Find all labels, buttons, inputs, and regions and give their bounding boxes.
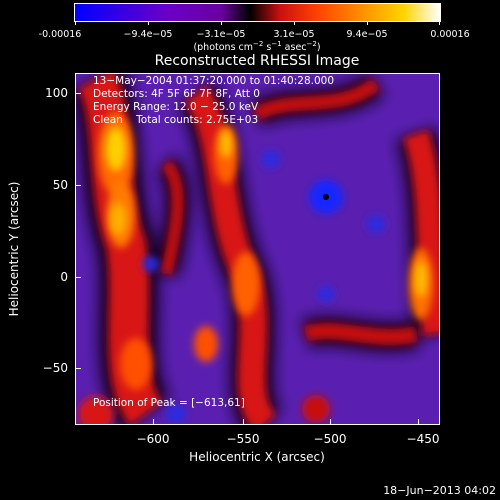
info-method-counts: Clean Total counts: 2.75E+03 [93, 114, 259, 126]
x-tick [243, 419, 244, 425]
x-tick-label: −450 [406, 432, 440, 446]
colorbar-tickmark [148, 21, 149, 25]
peak-layer [106, 127, 427, 297]
y-tick [75, 368, 81, 369]
colorbar [74, 3, 441, 22]
rhessi-image [75, 73, 440, 425]
x-tick [418, 419, 419, 425]
y-tick [75, 185, 81, 186]
y-tick [75, 93, 81, 94]
y-tick-label: −50 [42, 361, 68, 375]
info-peak-position: Position of Peak = [−613,61] [93, 397, 245, 409]
x-tick-label: −500 [313, 432, 347, 446]
colorbar-tickmark [439, 21, 440, 25]
y-tick [75, 277, 81, 278]
y-tick-label: 50 [52, 178, 68, 192]
colorbar-tickmark [367, 21, 368, 25]
x-tick [153, 419, 154, 425]
colorbar-tick-label: 9.4e−05 [346, 29, 388, 40]
colorbar-tick-label: 0.00016 [430, 29, 470, 40]
colorbar-tickmark [294, 21, 295, 25]
x-tick [330, 419, 331, 425]
info-detectors: Detectors: 4F 5F 6F 7F 8F, Att 0 [93, 88, 260, 100]
x-axis-label: Heliocentric X (arcsec) [189, 450, 325, 464]
rhessi-image-svg [76, 74, 439, 424]
x-tick-label: −600 [136, 432, 170, 446]
footer-date: 18−Jun−2013 04:02 [383, 484, 496, 497]
plot-title: Reconstructed RHESSI Image [154, 53, 360, 69]
colorbar-units: (photons cm−2 s−1 asec−2) [193, 40, 321, 54]
colorbar-tickmark [221, 21, 222, 25]
colorbar-tick-label: 3.1e−05 [273, 29, 315, 40]
y-tick-label: 0 [60, 270, 68, 284]
y-tick-label: 100 [45, 86, 68, 100]
x-tick-label: −550 [226, 432, 260, 446]
info-time-range: 13−May−2004 01:37:20.000 to 01:40:28.000 [93, 75, 335, 87]
info-energy-range: Energy Range: 12.0 − 25.0 keV [93, 101, 259, 113]
peak-marker [323, 194, 329, 200]
colorbar-tick-label: -0.00016 [38, 29, 82, 40]
colorbar-tickmark [75, 21, 76, 25]
y-axis-label: Heliocentric Y (arcsec) [7, 181, 21, 317]
colorbar-tick-label: −9.4e−05 [123, 29, 173, 40]
colorbar-tick-label: −3.1e−05 [196, 29, 246, 40]
